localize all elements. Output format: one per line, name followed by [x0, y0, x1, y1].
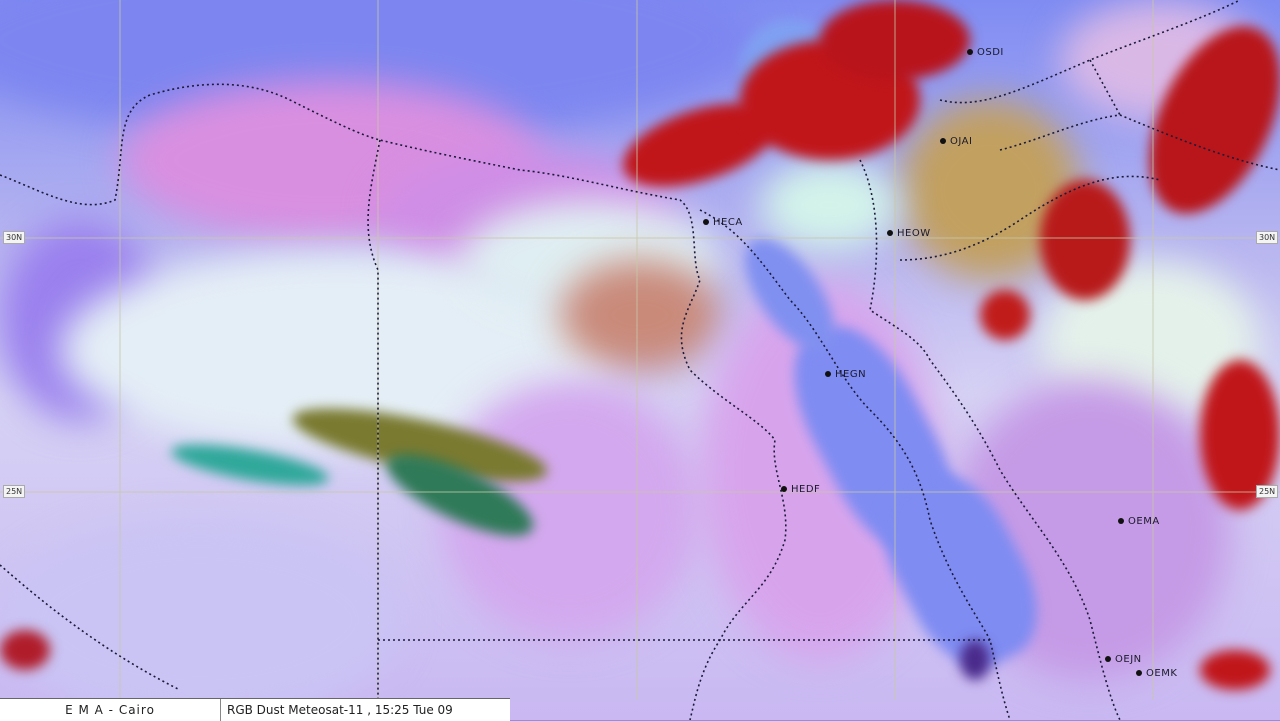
station-dot-icon	[1105, 656, 1111, 662]
station-label: OEMA	[1128, 516, 1160, 527]
latitude-label: 30N	[1256, 231, 1279, 244]
station-marker: OEMK	[1136, 668, 1177, 679]
station-label: OEJN	[1115, 654, 1142, 665]
station-label: HECA	[713, 217, 743, 228]
station-label: HEDF	[791, 484, 821, 495]
station-marker: OEMA	[1118, 516, 1160, 527]
station-dot-icon	[967, 49, 973, 55]
station-dot-icon	[825, 371, 831, 377]
graticule	[0, 0, 1280, 700]
station-dot-icon	[781, 486, 787, 492]
latitude-label: 30N	[3, 231, 26, 244]
station-label: OSDI	[977, 47, 1004, 58]
station-label: OJAI	[950, 136, 973, 147]
station-marker: OEJN	[1105, 654, 1142, 665]
station-label: HEOW	[897, 228, 931, 239]
station-marker: HEOW	[887, 228, 931, 239]
station-dot-icon	[703, 219, 709, 225]
station-marker: OJAI	[940, 136, 972, 147]
station-marker: OSDI	[967, 47, 1004, 58]
station-marker: HECA	[703, 217, 743, 228]
agency-label: E M A - Cairo	[0, 699, 221, 721]
image-caption: E M A - Cairo RGB Dust Meteosat-11 , 15:…	[0, 698, 510, 721]
station-marker: HEDF	[781, 484, 820, 495]
station-dot-icon	[1136, 670, 1142, 676]
product-label: RGB Dust Meteosat-11 , 15:25 Tue 09	[227, 703, 453, 717]
latitude-label: 25N	[1256, 485, 1279, 498]
station-dot-icon	[940, 138, 946, 144]
station-dot-icon	[887, 230, 893, 236]
station-label: OEMK	[1146, 668, 1178, 679]
station-marker: HEGN	[825, 369, 866, 380]
station-label: HEGN	[835, 369, 867, 380]
station-dot-icon	[1118, 518, 1124, 524]
latitude-label: 25N	[3, 485, 26, 498]
